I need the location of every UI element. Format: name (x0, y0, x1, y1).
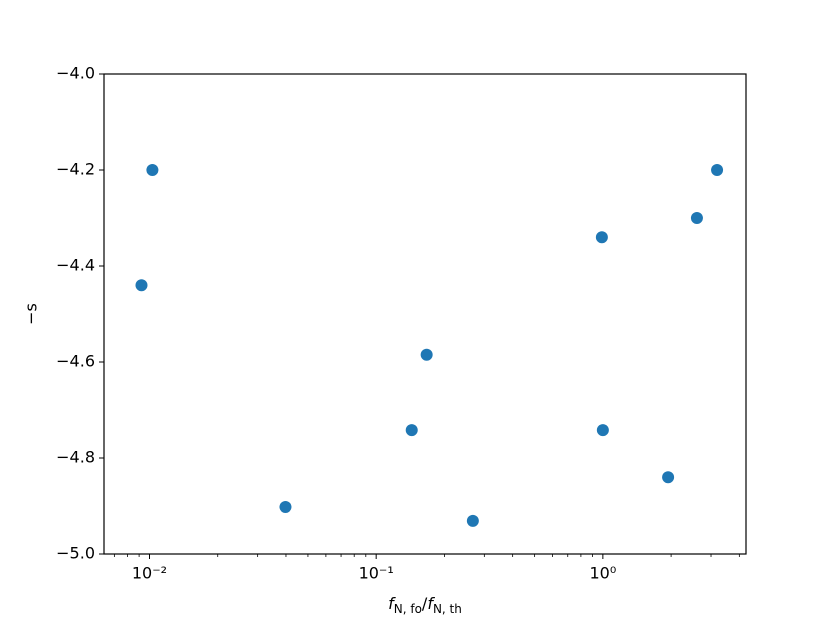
x-label-part: N, th (433, 602, 462, 616)
x-label-part: f (388, 594, 396, 613)
y-tick-label: −4.0 (56, 64, 95, 83)
point (135, 279, 148, 292)
y-tick-label: −4.4 (56, 256, 95, 275)
point (405, 424, 418, 437)
y-tick-label: −4.6 (56, 352, 95, 371)
x-tick-label: 10⁻² (132, 564, 167, 583)
y-axis-label: −s (22, 303, 41, 325)
point (596, 424, 609, 437)
x-label-part: N, fo (394, 602, 422, 616)
point (662, 471, 675, 484)
point (690, 212, 703, 224)
point (466, 514, 479, 527)
point (711, 164, 724, 176)
y-tick-label: −5.0 (56, 544, 95, 563)
y-tick-label: −4.8 (56, 448, 95, 467)
point (595, 231, 608, 244)
x-tick-label: 10⁻¹ (359, 564, 394, 583)
x-axis-label: fN, fo/fN, th (388, 594, 462, 616)
x-label-part: f (427, 594, 435, 613)
x-label-part: / (422, 594, 428, 613)
point (146, 164, 159, 176)
x-tick-label: 10⁰ (589, 564, 616, 583)
plot-frame (103, 73, 747, 555)
point (420, 348, 433, 361)
y-tick-label: −4.2 (56, 160, 95, 179)
point (279, 500, 292, 513)
